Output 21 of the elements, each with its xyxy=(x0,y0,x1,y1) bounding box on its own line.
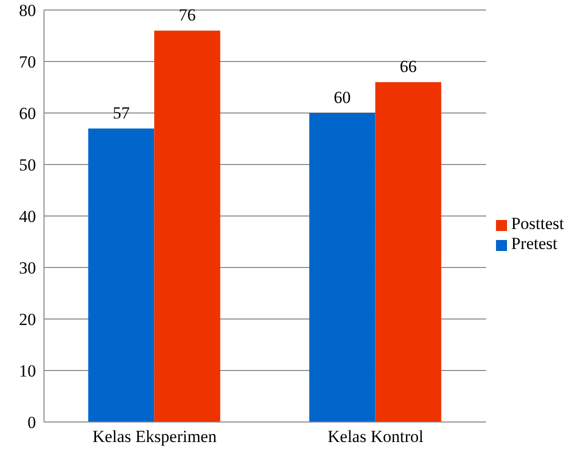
y-tick-label: 30 xyxy=(19,258,36,278)
y-tick-label: 60 xyxy=(19,104,36,124)
y-tick-label: 70 xyxy=(19,52,36,72)
y-tick-label: 20 xyxy=(19,310,36,330)
bar xyxy=(309,113,376,422)
legend-label: Posttest xyxy=(511,214,564,233)
data-label: 76 xyxy=(178,6,196,25)
y-tick-label: 80 xyxy=(19,1,36,20)
data-label: 57 xyxy=(112,103,130,122)
data-label: 60 xyxy=(334,88,351,107)
bar xyxy=(154,30,220,422)
y-tick-label: 10 xyxy=(19,362,36,381)
x-tick-label: Kelas Kontrol xyxy=(328,427,424,446)
y-tick-label: 0 xyxy=(28,413,36,432)
y-tick-label: 40 xyxy=(19,207,36,226)
bar xyxy=(88,128,154,422)
x-tick-label: Kelas Eksperimen xyxy=(92,427,218,446)
data-label: 66 xyxy=(400,57,417,76)
y-tick-label: 50 xyxy=(19,156,36,175)
bar xyxy=(375,82,442,422)
legend-label: Pretest xyxy=(511,234,558,253)
